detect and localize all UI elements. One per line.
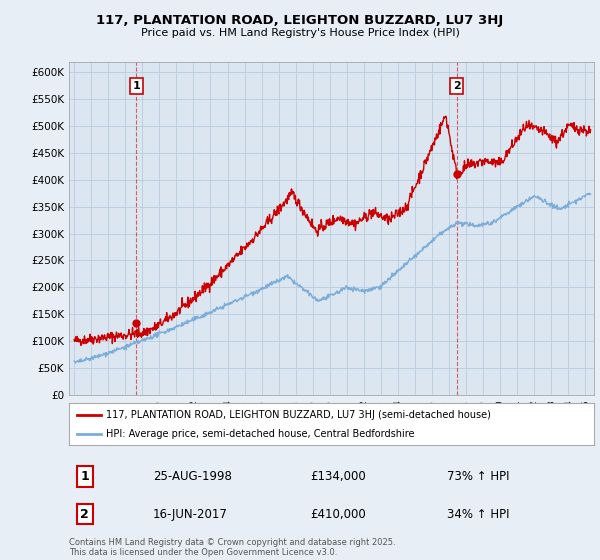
Text: £134,000: £134,000 [311, 470, 366, 483]
Text: Price paid vs. HM Land Registry's House Price Index (HPI): Price paid vs. HM Land Registry's House … [140, 28, 460, 38]
Text: Contains HM Land Registry data © Crown copyright and database right 2025.
This d: Contains HM Land Registry data © Crown c… [69, 538, 395, 557]
Text: 1: 1 [80, 470, 89, 483]
Text: 25-AUG-1998: 25-AUG-1998 [153, 470, 232, 483]
Text: 73% ↑ HPI: 73% ↑ HPI [447, 470, 509, 483]
Text: 16-JUN-2017: 16-JUN-2017 [153, 507, 228, 521]
Text: 117, PLANTATION ROAD, LEIGHTON BUZZARD, LU7 3HJ (semi-detached house): 117, PLANTATION ROAD, LEIGHTON BUZZARD, … [106, 409, 491, 419]
Text: 2: 2 [453, 81, 461, 91]
Text: £410,000: £410,000 [311, 507, 366, 521]
Text: 2: 2 [80, 507, 89, 521]
Text: HPI: Average price, semi-detached house, Central Bedfordshire: HPI: Average price, semi-detached house,… [106, 429, 414, 439]
Text: 1: 1 [133, 81, 140, 91]
Text: 117, PLANTATION ROAD, LEIGHTON BUZZARD, LU7 3HJ: 117, PLANTATION ROAD, LEIGHTON BUZZARD, … [97, 14, 503, 27]
Text: 34% ↑ HPI: 34% ↑ HPI [447, 507, 509, 521]
